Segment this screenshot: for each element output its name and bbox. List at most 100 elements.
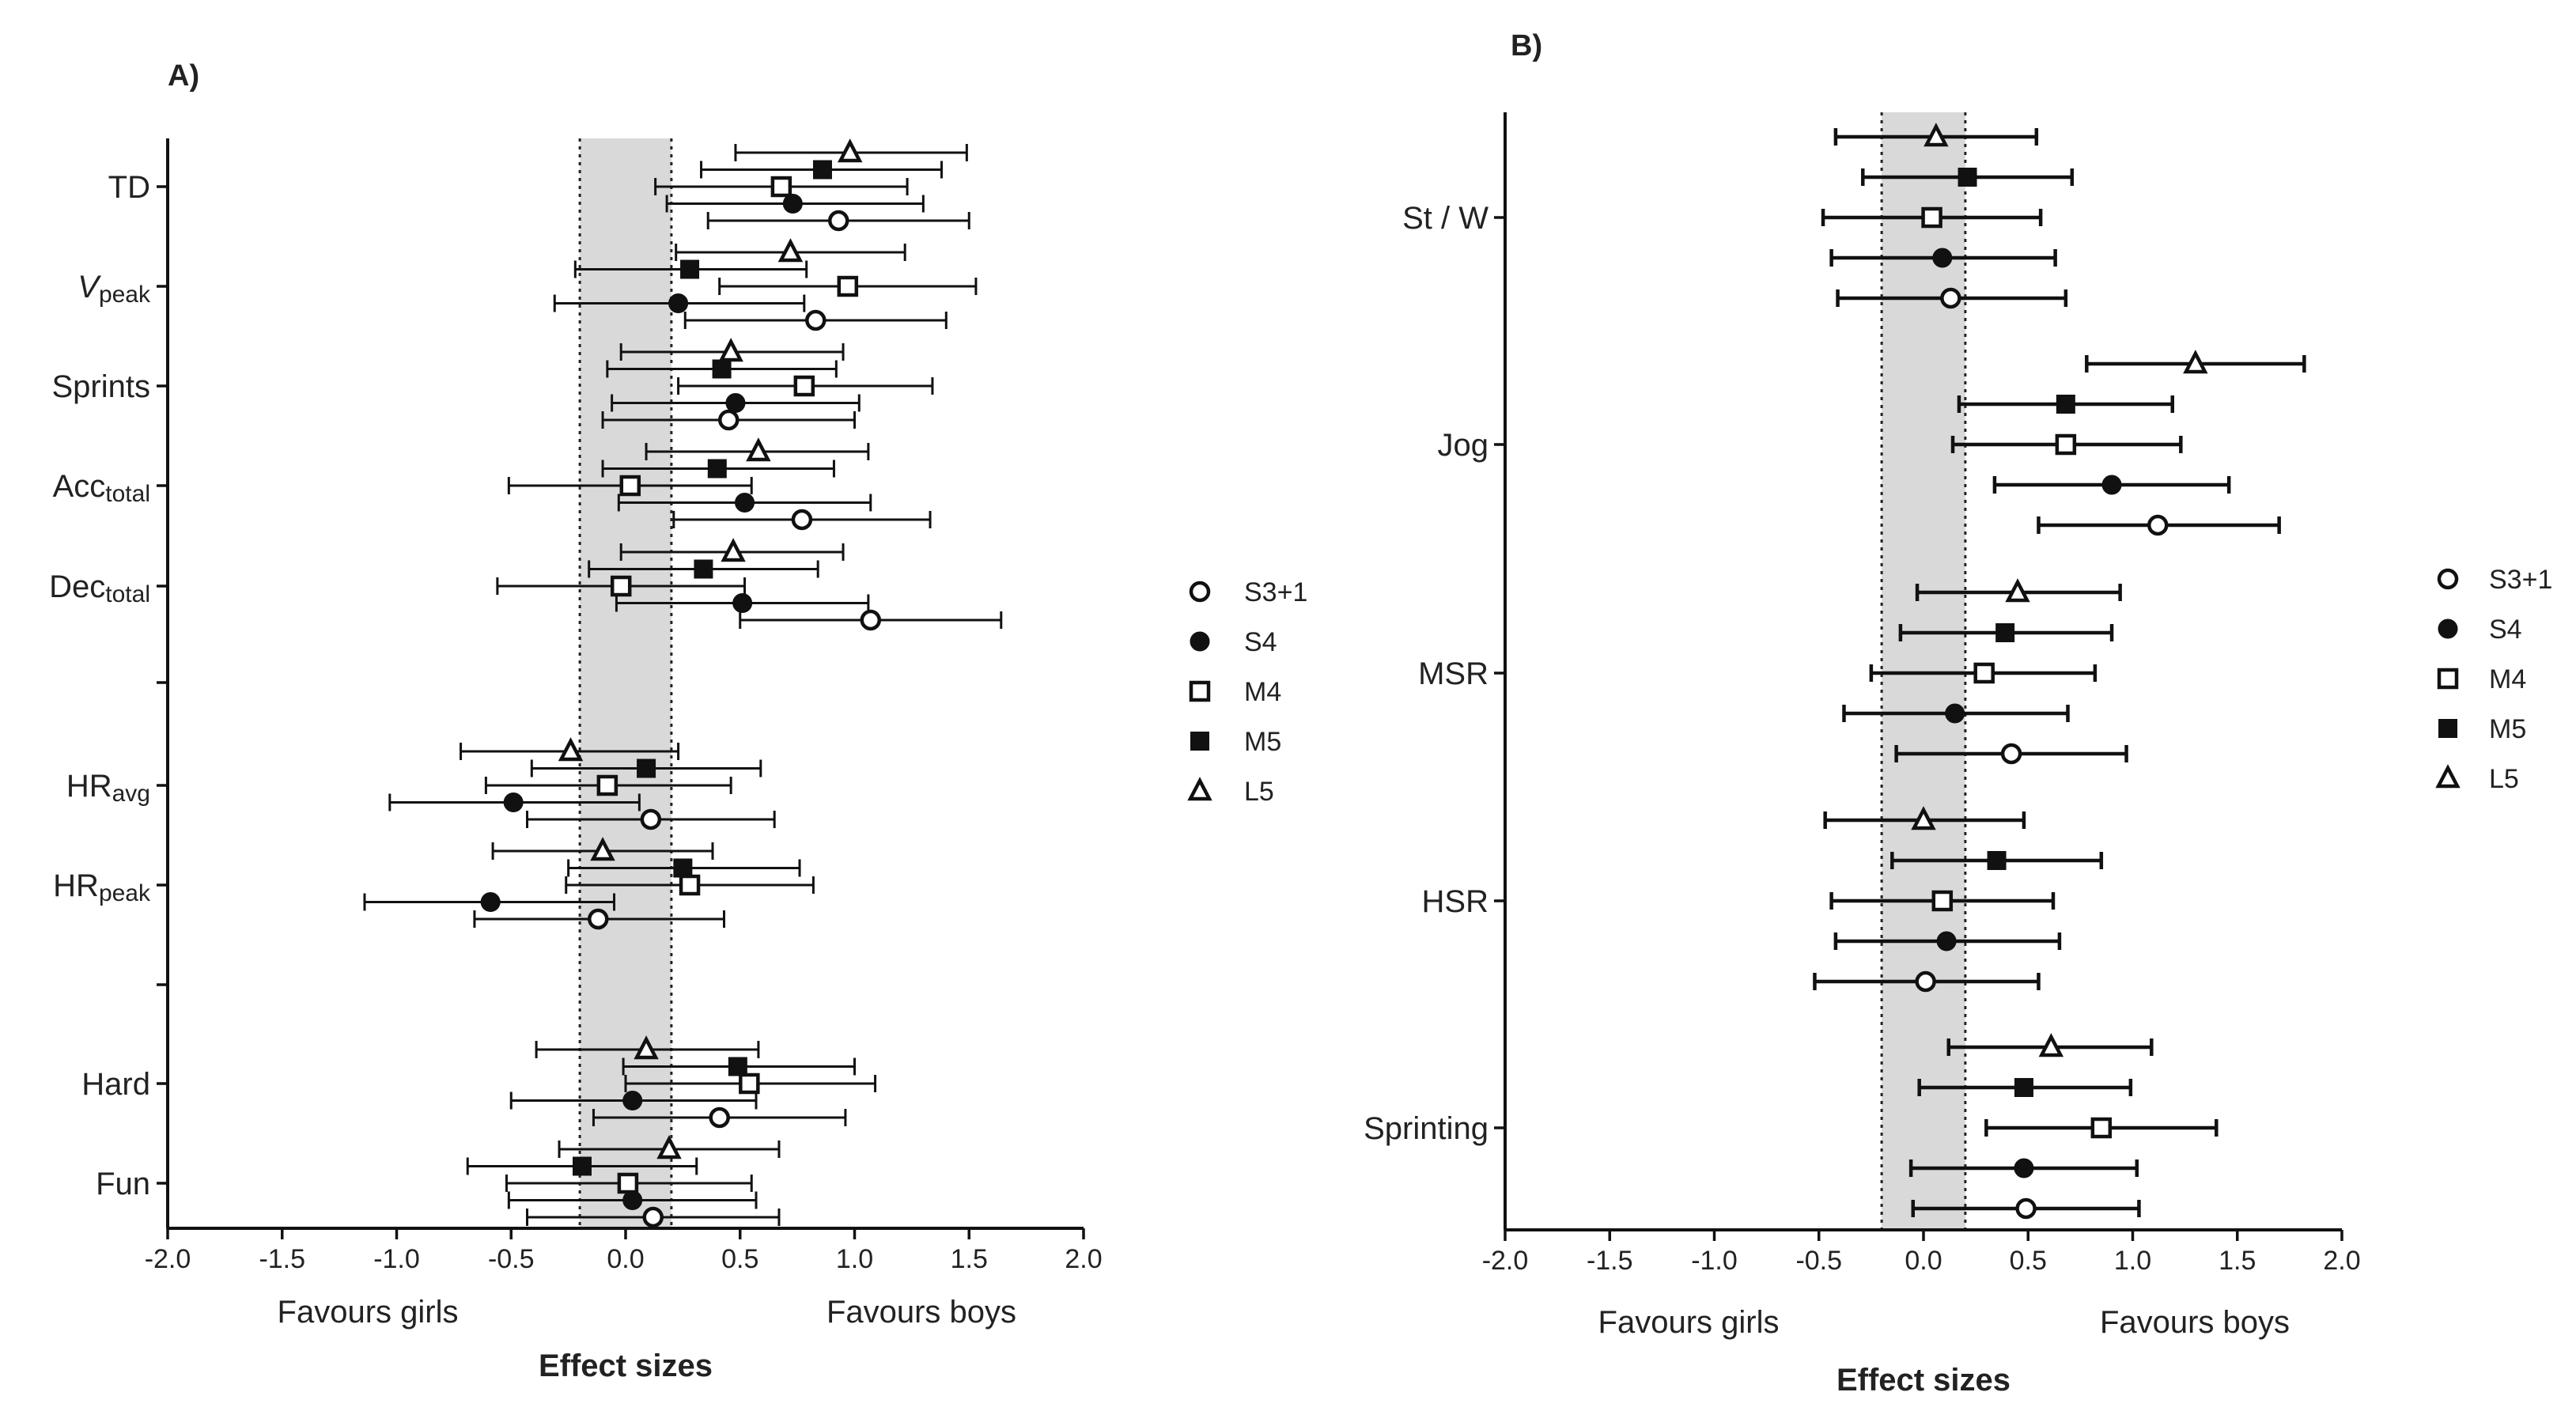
point-s4 <box>388 793 641 812</box>
point-m4 <box>1869 662 2097 684</box>
point-l5 <box>1833 123 2039 147</box>
open-square-marker <box>617 1172 639 1194</box>
x-tick-label: 1.5 <box>2219 1246 2256 1276</box>
filled-circle-marker <box>732 593 753 613</box>
group-msr: MSR <box>1418 578 2128 765</box>
x-tick-label: -1.5 <box>1587 1246 1633 1276</box>
point-m5 <box>606 359 838 379</box>
legend-label: L5 <box>2489 764 2519 794</box>
filled-circle-marker <box>503 793 524 812</box>
open-circle-marker <box>588 908 609 930</box>
open-circle-legend-icon <box>1189 581 1211 603</box>
open-triangle-marker <box>2038 1033 2064 1057</box>
group-fun: Fun <box>96 1135 781 1228</box>
filled-circle-marker <box>668 293 689 313</box>
point-s3-1 <box>739 609 1003 631</box>
open-triangle-marker <box>2005 578 2030 603</box>
legend-label: S4 <box>1244 627 1277 657</box>
group-jog: Jog <box>1438 350 2306 536</box>
point-l5 <box>460 737 680 762</box>
point-m4 <box>507 475 753 497</box>
filled-square-marker <box>694 559 713 579</box>
x-tick-label: 1.5 <box>951 1244 988 1274</box>
x-tick-label: 0.0 <box>1905 1246 1942 1276</box>
legend-label: M5 <box>1244 727 1281 757</box>
filled-circle-marker <box>1945 703 1965 724</box>
filled-square-marker <box>572 1156 592 1176</box>
point-m5 <box>1957 395 2175 414</box>
point-s4 <box>1908 1158 2139 1178</box>
filled-square-marker <box>712 359 732 379</box>
open-circle-marker <box>640 808 662 830</box>
group-hr-peak: HRpeak <box>53 837 815 930</box>
legend-item-m4: M4 <box>1189 677 1281 707</box>
open-square-marker <box>770 176 792 198</box>
y-tick-label: HRavg <box>66 769 150 807</box>
open-circle-marker <box>709 1106 730 1129</box>
point-m5 <box>1917 1078 2133 1097</box>
legend-label: M5 <box>2489 714 2526 744</box>
filled-square-legend-icon <box>2438 719 2457 738</box>
filled-circle-marker <box>480 892 501 912</box>
open-square-marker <box>610 575 632 597</box>
open-triangle-marker <box>718 338 743 362</box>
point-s4 <box>507 1190 758 1210</box>
open-square-marker <box>837 275 859 297</box>
y-tick-label: Acctotal <box>53 469 150 507</box>
legend-item-m5: M5 <box>1190 727 1281 757</box>
filled-circle-marker <box>1936 931 1957 951</box>
filled-square-marker <box>2014 1078 2033 1097</box>
legend-label: L5 <box>1244 777 1274 807</box>
point-m5 <box>622 1057 856 1076</box>
point-m5 <box>573 259 808 279</box>
filled-circle-legend-icon <box>2438 618 2458 639</box>
point-l5 <box>734 138 968 163</box>
filled-square-marker <box>637 758 656 778</box>
panel-label: A) <box>168 59 199 93</box>
filled-circle-marker <box>622 1091 643 1110</box>
open-triangle-marker <box>777 238 804 263</box>
group-dec-total: Dectotal <box>49 538 1003 631</box>
x-tick-label: 0.5 <box>721 1244 758 1274</box>
y-tick-label: Sprinting <box>1364 1111 1488 1146</box>
open-circle-marker <box>860 609 882 631</box>
y-tick-label: HRpeak <box>53 868 151 906</box>
point-s3-1 <box>526 808 776 830</box>
open-circle-marker <box>827 210 849 232</box>
point-s3-1 <box>1894 743 2128 765</box>
x-tick-label: 0.0 <box>607 1244 644 1274</box>
legend-item-l5: L5 <box>2435 764 2519 794</box>
y-tick-label: Hard <box>81 1067 150 1102</box>
legend-item-s3-1: S3+1 <box>2437 565 2552 595</box>
group-hr-avg: HRavg <box>66 737 776 830</box>
x-tick-label: 2.0 <box>1065 1244 1102 1274</box>
point-l5 <box>619 538 845 562</box>
group-sprints: Sprints <box>52 338 934 431</box>
point-m5 <box>530 758 762 778</box>
point-l5 <box>1946 1033 2154 1057</box>
point-s3-1 <box>473 908 725 930</box>
x-tick-label: -1.0 <box>373 1244 420 1274</box>
open-triangle-marker <box>1923 123 1949 147</box>
open-triangle-legend-icon <box>2435 764 2461 789</box>
filled-square-marker <box>680 259 700 279</box>
open-square-marker <box>596 774 618 796</box>
y-tick-label: Sprints <box>52 369 151 404</box>
point-s3-1 <box>672 509 932 531</box>
group-hsr: HSR <box>1422 806 2104 993</box>
point-s4 <box>1833 931 2062 951</box>
open-circle-marker <box>1915 970 1936 993</box>
legend-item-l5: L5 <box>1187 777 1274 807</box>
point-s3-1 <box>1911 1197 2141 1220</box>
x-tick-label: 1.0 <box>2114 1246 2151 1276</box>
open-square-marker <box>679 874 701 896</box>
point-s4 <box>615 593 870 613</box>
open-square-marker <box>1921 206 1942 229</box>
point-m4 <box>677 375 934 397</box>
legend-item-m4: M4 <box>2437 664 2526 694</box>
open-square-legend-icon <box>2437 668 2459 690</box>
point-s4 <box>617 493 872 513</box>
legend: S3+1 S4 M4 M5 L5 <box>1187 577 1307 807</box>
open-square-marker <box>2055 433 2077 456</box>
